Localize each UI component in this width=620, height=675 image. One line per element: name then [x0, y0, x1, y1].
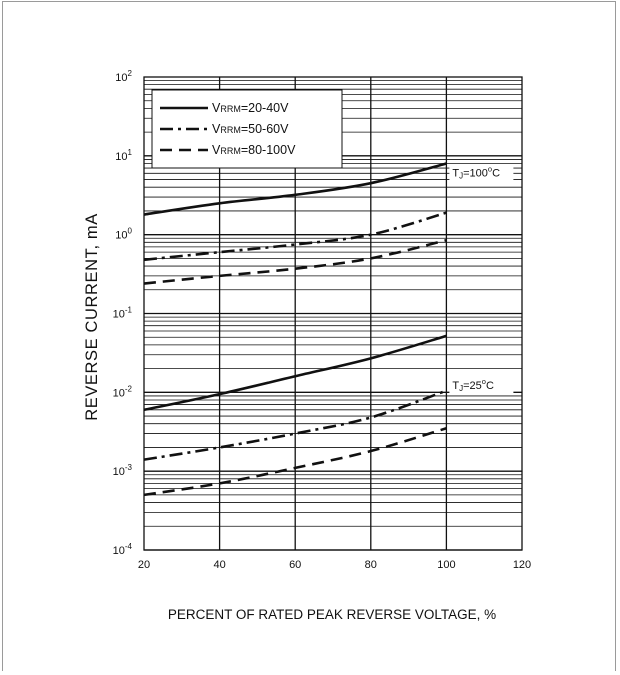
annotations: TJ=100oC TJ=25oC: [449, 164, 514, 394]
series-line: [143, 334, 447, 412]
annotation-label: TJ=25oC: [452, 377, 494, 393]
y-axis-title: REVERSE CURRENT, mA: [83, 213, 101, 421]
annotation-background: [449, 165, 514, 181]
y-tick-label: 102: [115, 69, 132, 84]
y-tick-label: 10-2: [113, 384, 133, 399]
x-axis-title: PERCENT OF RATED PEAK REVERSE VOLTAGE, %: [168, 607, 496, 622]
y-tick-label: 100: [115, 227, 132, 242]
legend-label: VRRM=20-40V: [212, 101, 289, 115]
series-layer: [143, 162, 447, 497]
plot-border: [143, 76, 523, 551]
legend-label: VRRM=50-60V: [212, 122, 289, 136]
y-tick-label: 10-1: [113, 306, 133, 321]
grid: [144, 77, 522, 551]
x-tick-label: 100: [437, 559, 455, 571]
x-tick-label: 80: [365, 559, 377, 571]
x-tick-label: 20: [138, 559, 150, 571]
series-line: [143, 162, 447, 216]
annotation-background: [449, 378, 514, 394]
series-line: [143, 427, 447, 497]
legend-label: VRRM=80-100V: [212, 143, 296, 157]
legend: VRRM=20-40V VRRM=50-60V VRRM=80-100V: [151, 89, 343, 169]
y-tick-label: 10-3: [113, 463, 133, 478]
y-tick-label: 10-4: [113, 542, 133, 557]
legend-box: [151, 89, 343, 169]
x-tick-label: 40: [213, 559, 225, 571]
x-tick-label: 120: [513, 559, 531, 571]
x-tick-label: 60: [289, 559, 301, 571]
annotation-label: TJ=100oC: [452, 164, 500, 180]
series-line: [143, 238, 447, 285]
series-line: [143, 211, 447, 262]
y-tick-label: 101: [115, 148, 132, 163]
